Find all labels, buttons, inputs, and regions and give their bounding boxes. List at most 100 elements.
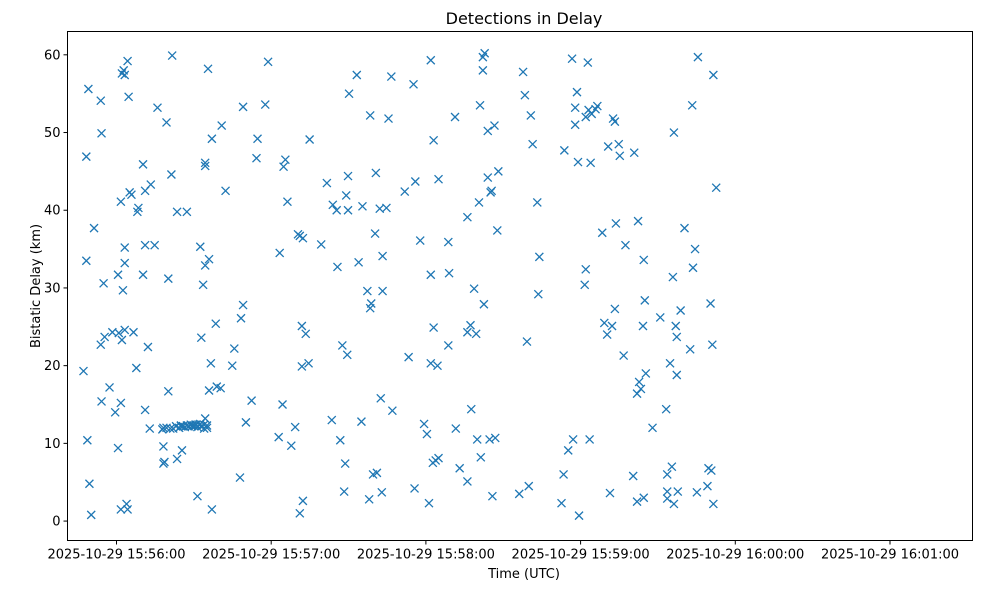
data-point	[493, 166, 503, 176]
data-point	[610, 117, 620, 127]
data-point	[641, 368, 651, 378]
data-point	[123, 504, 133, 514]
data-point	[172, 454, 182, 464]
data-point	[514, 489, 524, 499]
data-point	[583, 58, 593, 68]
data-point	[202, 423, 212, 433]
data-point	[165, 424, 175, 434]
data-point	[708, 499, 718, 509]
data-point	[84, 479, 94, 489]
data-point	[332, 205, 342, 215]
data-point	[605, 488, 615, 498]
data-point	[492, 225, 502, 235]
data-point	[640, 295, 650, 305]
data-point	[200, 414, 210, 423]
data-point	[469, 284, 479, 294]
y-tick-label: 30	[44, 281, 61, 296]
plot-frame	[67, 31, 973, 541]
data-point	[354, 257, 364, 267]
data-point	[371, 168, 381, 178]
data-point	[342, 350, 352, 360]
data-point	[229, 344, 239, 354]
data-point	[295, 508, 305, 518]
data-point	[129, 327, 138, 337]
data-point	[478, 65, 488, 75]
data-point	[688, 263, 698, 273]
data-point	[611, 218, 621, 228]
data-point	[366, 299, 376, 308]
data-point	[341, 191, 351, 200]
data-point	[524, 481, 534, 491]
data-point	[247, 396, 257, 406]
data-point	[260, 100, 270, 110]
data-point	[614, 139, 624, 149]
y-tick-label: 50	[44, 126, 61, 141]
data-point	[297, 361, 307, 371]
data-point	[639, 255, 649, 265]
data-point	[316, 239, 326, 249]
data-point	[120, 243, 130, 252]
data-point	[146, 180, 156, 190]
data-point	[195, 242, 205, 252]
data-point	[522, 337, 532, 347]
data-point	[490, 121, 499, 130]
data-point	[305, 135, 315, 144]
data-point	[518, 67, 528, 77]
data-point	[386, 72, 396, 82]
data-point	[113, 270, 123, 280]
data-point	[568, 435, 578, 444]
data-point	[280, 155, 290, 165]
data-point	[364, 494, 374, 504]
data-point	[471, 329, 481, 339]
marker-layer	[79, 48, 721, 521]
data-point	[581, 112, 591, 122]
y-tick-label: 20	[44, 359, 61, 374]
data-point	[466, 320, 475, 330]
data-point	[362, 286, 372, 296]
data-point	[533, 289, 543, 299]
data-point	[487, 186, 497, 196]
data-point	[574, 511, 584, 521]
x-axis-label: Time (UTC)	[487, 567, 560, 582]
data-point	[118, 285, 128, 295]
data-point	[301, 329, 311, 339]
data-point	[297, 321, 307, 331]
data-point	[145, 424, 155, 434]
data-point	[570, 103, 580, 113]
data-point	[603, 142, 613, 151]
data-point	[278, 400, 287, 409]
data-point	[443, 237, 453, 247]
data-point	[520, 90, 530, 100]
data-point	[204, 386, 214, 395]
data-point	[685, 344, 695, 354]
data-point	[692, 487, 702, 497]
data-point	[580, 280, 590, 290]
data-point	[99, 278, 109, 288]
x-tick-label: 2025-10-29 16:01:00	[821, 548, 959, 563]
data-point	[628, 471, 638, 481]
data-point	[238, 102, 248, 112]
data-point	[667, 462, 677, 472]
data-point	[343, 171, 353, 181]
data-point	[636, 384, 646, 394]
data-point	[79, 366, 88, 376]
data-point	[159, 457, 169, 467]
data-point	[253, 134, 262, 144]
data-point	[466, 404, 476, 414]
data-point	[97, 396, 106, 406]
data-point	[202, 421, 212, 430]
data-point	[122, 499, 132, 509]
data-point	[82, 435, 92, 445]
data-point	[409, 79, 418, 89]
data-point	[687, 100, 697, 110]
data-point	[290, 422, 300, 432]
data-point	[479, 299, 489, 309]
data-point	[217, 121, 227, 130]
data-point	[400, 187, 410, 197]
data-point	[415, 236, 425, 245]
data-point	[690, 244, 700, 254]
data-point	[559, 145, 569, 155]
data-point	[476, 452, 486, 462]
data-point	[83, 84, 93, 94]
data-point	[117, 335, 127, 345]
